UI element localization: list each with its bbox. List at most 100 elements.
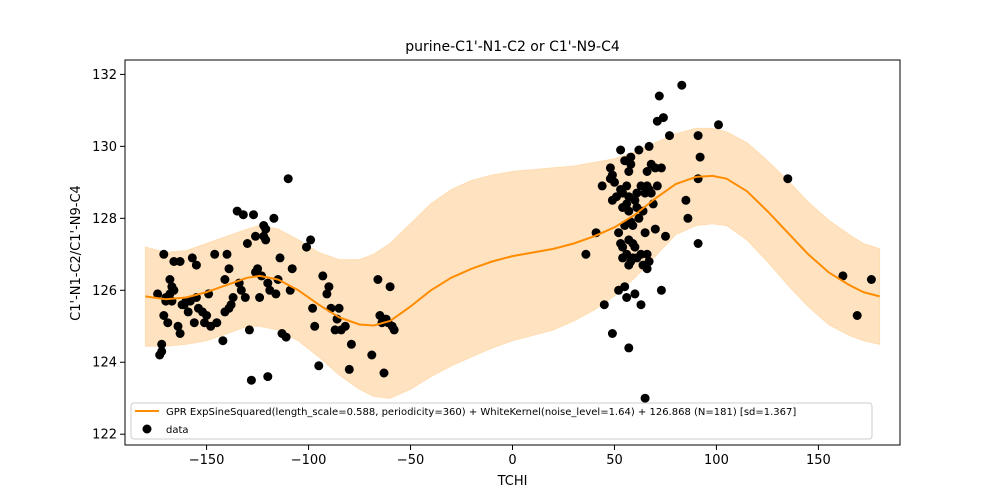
x-tick-label: 50 — [606, 453, 623, 468]
data-point — [693, 239, 703, 248]
data-point — [683, 213, 693, 223]
data-point — [693, 131, 703, 141]
data-point — [183, 307, 193, 317]
data-point — [626, 159, 636, 169]
data-point — [634, 145, 644, 155]
data-point — [652, 181, 662, 191]
data-point — [597, 181, 607, 191]
data-point — [251, 231, 260, 241]
y-axis-label: C1'-N1-C2/C1'-N9-C4 — [69, 185, 84, 321]
data-point — [624, 343, 634, 353]
y-tick-label: 122 — [92, 428, 117, 443]
data-point — [240, 293, 250, 302]
data-point — [654, 91, 664, 101]
data-point — [159, 311, 169, 320]
y-tick-label: 128 — [92, 212, 117, 227]
data-point — [283, 174, 293, 184]
data-point — [640, 393, 650, 403]
data-point — [271, 289, 281, 299]
data-point — [218, 336, 228, 346]
data-point — [344, 364, 354, 374]
data-point — [622, 293, 632, 302]
data-point — [852, 311, 862, 320]
data-point — [783, 174, 793, 184]
data-point — [616, 145, 626, 155]
data-point — [157, 339, 167, 349]
data-point — [646, 188, 656, 198]
data-point — [318, 271, 328, 281]
data-point — [656, 163, 666, 173]
data-point — [191, 260, 201, 270]
data-point — [153, 289, 163, 299]
x-tick-label: −150 — [189, 453, 225, 468]
data-point — [220, 275, 230, 284]
data-point — [632, 188, 642, 198]
data-point — [367, 350, 377, 360]
data-point — [605, 163, 615, 173]
data-point — [695, 152, 705, 162]
x-tick-label: −100 — [291, 453, 327, 468]
x-axis-ticks: −150 −100 −50 0 50 100 150 — [189, 445, 831, 468]
data-point — [618, 242, 628, 252]
data-point — [661, 231, 670, 241]
data-point — [157, 346, 167, 356]
y-tick-label: 132 — [92, 68, 117, 83]
data-point — [263, 278, 273, 288]
data-point — [242, 239, 252, 248]
data-point — [640, 228, 650, 238]
data-point — [626, 152, 636, 162]
data-point — [385, 282, 395, 292]
data-point — [163, 318, 173, 328]
data-point — [622, 199, 632, 209]
data-point — [340, 321, 350, 331]
data-point — [677, 80, 687, 90]
legend-box — [130, 402, 873, 440]
data-point — [175, 329, 185, 338]
data-point — [665, 131, 674, 141]
data-point — [261, 224, 271, 234]
y-axis-ticks: 122 124 126 128 130 132 — [92, 68, 125, 443]
data-point — [169, 285, 179, 295]
data-point — [642, 264, 652, 274]
data-point — [308, 303, 318, 313]
fit-curve — [145, 174, 880, 327]
data-point — [322, 289, 332, 299]
data-point — [159, 249, 169, 259]
data-point — [693, 174, 703, 184]
data-point — [389, 325, 399, 335]
x-axis-label: TCHI — [497, 474, 528, 489]
data-point — [210, 249, 220, 259]
chart-title: purine-C1'-N1-C2 or C1'-N9-C4 — [405, 39, 620, 55]
data-point — [581, 249, 591, 259]
data-point — [275, 253, 285, 263]
x-tick-label: 0 — [508, 453, 516, 468]
x-tick-label: −50 — [397, 453, 424, 468]
data-point — [175, 257, 185, 266]
data-point — [263, 372, 273, 382]
y-tick-label: 124 — [92, 356, 117, 371]
data-point — [253, 264, 263, 274]
data-point — [187, 253, 197, 263]
data-point — [628, 221, 638, 230]
data-point — [173, 321, 183, 331]
y-tick-label: 126 — [92, 284, 117, 299]
data-point — [255, 293, 265, 302]
data-point — [630, 195, 640, 205]
data-point — [620, 282, 630, 292]
data-point — [334, 303, 344, 313]
data-point — [642, 249, 652, 259]
data-point — [624, 167, 634, 176]
data-point — [302, 242, 311, 252]
data-point — [658, 113, 668, 123]
data-point — [866, 275, 876, 284]
data-point — [310, 321, 320, 331]
data-point — [656, 285, 666, 295]
data-point — [624, 206, 634, 216]
data-point — [169, 257, 179, 266]
data-point — [236, 285, 246, 295]
data-point — [324, 282, 334, 292]
x-tick-label: 150 — [806, 453, 831, 468]
data-point — [642, 167, 652, 176]
data-point — [249, 210, 258, 220]
data-point — [607, 329, 617, 338]
